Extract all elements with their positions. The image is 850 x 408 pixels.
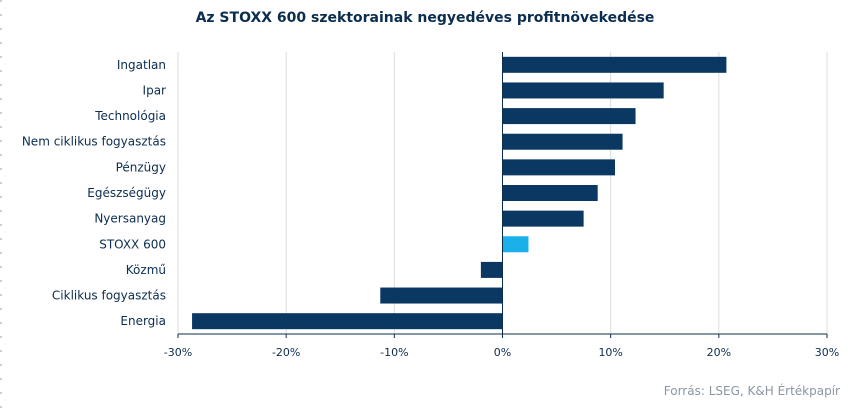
tick-label-4: 10% xyxy=(598,346,622,359)
bar-2 xyxy=(502,108,636,125)
tick-label-3: 0% xyxy=(494,346,511,359)
category-label-4: Pénzügy xyxy=(116,160,166,174)
tick-label-2: -10% xyxy=(380,346,408,359)
chart-title: Az STOXX 600 szektorainak negyedéves pro… xyxy=(195,10,655,26)
bar-5 xyxy=(502,185,598,201)
category-label-8: Közmű xyxy=(126,263,166,277)
category-label-1: Ipar xyxy=(143,83,167,97)
bar-9 xyxy=(380,287,503,304)
category-label-10: Energia xyxy=(120,314,166,328)
bar-1 xyxy=(502,82,664,99)
bar-7 xyxy=(502,236,529,253)
category-label-6: Nyersanyag xyxy=(94,212,166,226)
category-labels: Ingatlan Ipar Technológia Nem ciklikus fogy… xyxy=(22,58,166,328)
tick-label-1: -20% xyxy=(272,346,300,359)
tick-label-0: -30% xyxy=(164,346,192,359)
tick-label-5: 20% xyxy=(707,346,731,359)
bar-4 xyxy=(502,159,615,176)
category-label-0: Ingatlan xyxy=(117,58,166,72)
category-label-9: Ciklikus fogyasztás xyxy=(52,289,166,303)
bar-10 xyxy=(192,313,503,330)
left-edge-decoration xyxy=(0,0,2,408)
bar-0 xyxy=(502,56,727,73)
category-label-2: Technológia xyxy=(94,109,166,123)
grid-lines xyxy=(177,52,828,334)
bar-8 xyxy=(480,261,503,278)
category-label-7: STOXX 600 xyxy=(99,237,166,251)
tick-labels: -30% -20% -10% 0% 10% 20% 30% xyxy=(164,346,839,359)
axes xyxy=(177,52,828,338)
source-note: Forrás: LSEG, K&H Értékpapír xyxy=(663,384,840,398)
bar-3 xyxy=(502,133,623,150)
category-label-3: Nem ciklikus fogyasztás xyxy=(22,135,166,149)
tick-label-6: 30% xyxy=(815,346,839,359)
bar-6 xyxy=(502,210,584,227)
category-label-5: Egészségügy xyxy=(87,186,166,200)
bars xyxy=(192,56,727,330)
